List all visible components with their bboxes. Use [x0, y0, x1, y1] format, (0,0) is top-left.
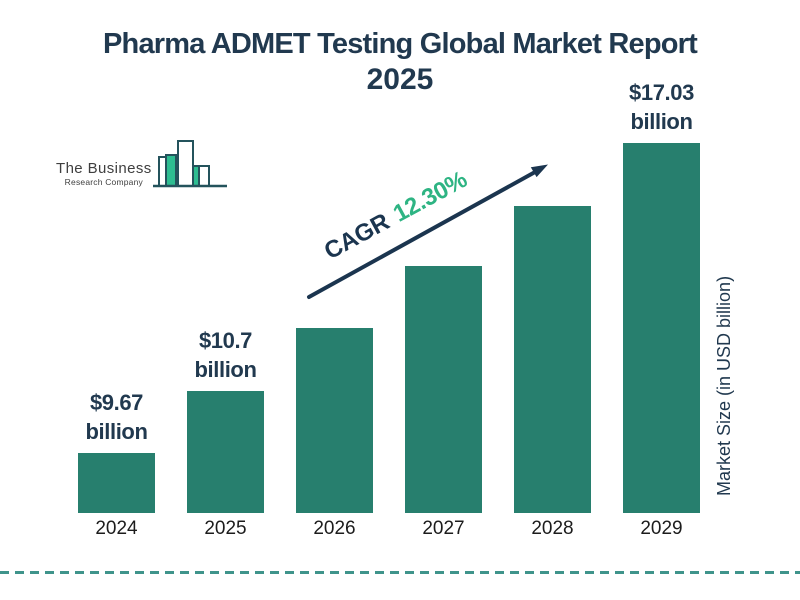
cagr-annotation: CAGR12.30%	[299, 151, 494, 282]
x-tick-label-2025: 2025	[204, 518, 247, 539]
value-label-2024: $9.67 billion	[85, 390, 148, 444]
x-tick-label-2028: 2028	[531, 518, 574, 539]
company-logo: The Business Research Company	[56, 139, 228, 189]
bar-2028	[514, 206, 591, 513]
bar-2027	[405, 266, 482, 513]
page-title: Pharma ADMET Testing Global Market Repor…	[0, 26, 800, 97]
bottom-dashed-divider	[0, 571, 800, 574]
logo-company-name: The Business	[56, 160, 152, 177]
y-axis-label: Market Size (in USD billion)	[714, 275, 734, 497]
value-label-2029: $17.03 billion	[629, 80, 694, 134]
bar-2024	[78, 453, 155, 513]
bar-chart-logo-icon	[152, 140, 227, 188]
logo-company-subname: Research Company	[64, 177, 143, 187]
logo-text: The Business Research Company	[56, 160, 152, 189]
x-tick-label-2029: 2029	[640, 518, 683, 539]
bar-2026	[296, 328, 373, 513]
cagr-label: CAGR	[319, 208, 394, 266]
title-line-1: Pharma ADMET Testing Global Market Repor…	[102, 28, 698, 60]
bar-2029	[623, 143, 700, 513]
x-tick-label-2024: 2024	[95, 518, 138, 539]
cagr-value: 12.30%	[388, 165, 472, 228]
x-tick-label-2026: 2026	[313, 518, 356, 539]
bar-2025	[187, 391, 264, 513]
x-tick-label-2027: 2027	[422, 518, 465, 539]
value-label-2025: $10.7 billion	[194, 328, 257, 382]
title-line-2: 2025	[366, 63, 434, 96]
